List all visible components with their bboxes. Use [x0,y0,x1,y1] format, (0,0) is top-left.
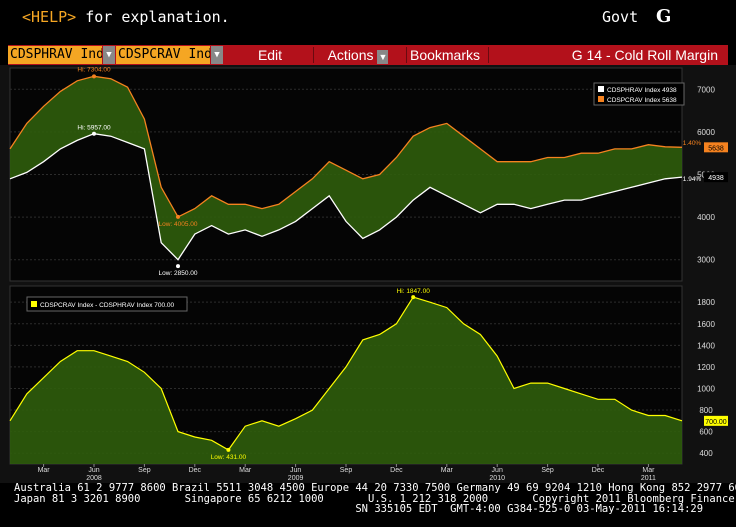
pct-label: 1.94% [683,176,702,183]
annotation-label: Low: 2850.00 [158,270,197,277]
x-tick-label: Sep [541,467,554,474]
last-value-tag [704,415,728,426]
x-year-label: 2010 [489,475,505,482]
y-tick-label: 7000 [697,85,715,94]
upper-plot [9,75,683,261]
y-tick-label: 3000 [697,256,715,265]
legend-label: CDSPCRAV Index - CDSPHRAV Index 700.00 [40,302,175,309]
y-tick-label: 4000 [697,213,715,222]
difference-line [9,296,683,451]
lower-plot [9,296,683,464]
y-tick-label: 600 [699,428,713,437]
x-tick-label: Sep [138,467,151,474]
legend-swatch [598,86,604,92]
pct-label: 1.40% [683,140,702,147]
security-field-2[interactable]: CDSPCRAV Ind [116,46,210,64]
footer-line-3: SN 335105 EDT GMT-4:00 G384-525-0 03-May… [14,503,704,515]
legend-label: CDSPCRAV Index 5638 [607,97,677,104]
lower-y-axis: 400 600 800 1000 1200 1400 1600 1800 [697,298,715,458]
x-tick-label: Jun [492,467,503,474]
annotation-label: Hi: 5957.00 [77,125,111,132]
annotation-dot [92,131,96,136]
footer-contacts: Australia 61 2 9777 8600 Brazil 5511 304… [14,483,736,515]
annotation-dot [411,295,416,300]
x-tick-label: Sep [340,467,353,474]
toolbar: CDSPHRAV Ind ▼ CDSPCRAV Ind ▼ Edit Actio… [8,45,728,65]
difference-fill [10,297,682,464]
last-value-tag [704,142,728,153]
help-prompt[interactable]: <HELP> for explanation. [22,8,230,26]
divider [488,47,489,63]
y-tick-label: 1400 [697,341,715,350]
divider [406,47,407,63]
security-field-1[interactable]: CDSPHRAV Ind [8,46,102,64]
y-tick-label: 1000 [697,384,715,393]
edit-button[interactable]: Edit [257,47,283,63]
y-tick-label: 1800 [697,298,715,307]
chevron-down-icon[interactable]: ▼ [211,46,223,64]
upper-legend: CDSPHRAV Index 4938 CDSPCRAV Index 5638 [593,82,685,106]
last-value-label: 4938 [708,175,724,182]
spread-fill [10,76,682,260]
x-tick-label: Dec [390,467,403,474]
annotation-dot [92,74,96,79]
footer-line-1: Australia 61 2 9777 8600 Brazil 5511 304… [14,482,736,494]
annotation-dot [176,264,180,269]
footer-line-2: Japan 81 3 3201 8900 Singapore 65 6212 1… [14,492,736,505]
annotation-label: Low: 4005.00 [158,221,197,228]
chevron-down-icon[interactable]: ▼ [103,46,115,64]
legend-swatch [598,96,604,102]
page-title: G 14 - Cold Roll Margin [571,47,718,63]
g-function-label: G [656,6,672,27]
annotation-dot [176,214,180,219]
series-line [9,75,683,218]
x-tick-label: Mar [38,467,51,474]
divider [313,47,314,63]
annotations: 5638 4938 1.40% 1.94% 700.00 Hi: 7304.00 Hi: 5… [77,66,728,461]
x-year-label: 2011 [641,475,656,482]
x-tick-label: Mar [239,467,252,474]
chevron-down-icon: ▼ [377,50,389,64]
x-tick-label: Dec [189,467,202,474]
y-tick-label: 800 [699,406,713,415]
annotation-label: Hi: 7304.00 [77,66,111,73]
legend-box [26,296,188,312]
last-value-tag [704,172,728,183]
legend-swatch [31,301,37,307]
legend-box [593,82,685,106]
actions-label: Actions [327,47,374,63]
annotation-label: Low: 431.00 [211,454,247,461]
help-key[interactable]: <HELP> [22,8,77,26]
annotation-dot [226,447,231,452]
last-value-label: 700.00 [705,419,727,426]
y-tick-label: 1200 [697,363,715,372]
chart-area: 30004000500060007000 4006008001000120014… [0,65,736,483]
y-tick-label: 400 [699,449,713,458]
x-year-label: 2008 [86,475,102,482]
help-text: for explanation. [76,8,230,26]
x-year-label: 2009 [288,475,304,482]
legend-label: CDSPHRAV Index 4938 [607,87,677,94]
market-sector-label: Govt [602,8,639,26]
bookmarks-button[interactable]: Bookmarks [409,47,481,63]
x-tick-label: Mar [441,467,454,474]
annotation-label: Hi: 1847.00 [397,288,431,295]
series-line [9,133,683,261]
lower-legend: CDSPCRAV Index - CDSPHRAV Index 700.00 [26,296,188,312]
x-tick-label: Dec [592,467,605,474]
x-axis: Mar Jun Sep Dec Mar Jun Sep Dec Mar Jun Sep Dec Mar2… [38,464,656,482]
actions-menu[interactable]: Actions ▼ [318,45,398,65]
last-value-label: 5638 [708,145,724,152]
x-tick-label: Mar [642,467,655,474]
x-tick-label: Jun [290,467,301,474]
y-tick-label: 6000 [697,128,715,137]
y-tick-label: 1600 [697,320,715,329]
header-bar: <HELP> for explanation. Govt G [0,0,736,40]
x-tick-label: Jun [88,467,99,474]
